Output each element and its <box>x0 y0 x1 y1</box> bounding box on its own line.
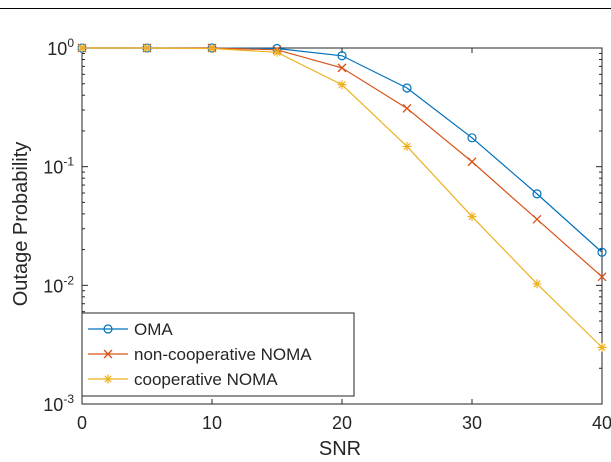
data-point <box>337 80 347 90</box>
legend-entry: non-cooperative NOMA <box>88 345 312 364</box>
data-point <box>597 272 607 282</box>
data-point <box>532 189 542 199</box>
data-point <box>467 133 477 143</box>
x-tick-label: 30 <box>462 413 482 433</box>
legend-marker <box>103 374 113 384</box>
data-point <box>337 63 347 73</box>
top-border-line <box>0 8 611 9</box>
data-point <box>402 83 412 93</box>
series-3 <box>77 43 607 352</box>
y-tick-label: 10-1 <box>43 155 74 178</box>
legend: OMA non-cooperative NOMA cooperative NOMA <box>81 312 355 397</box>
data-point <box>337 51 347 61</box>
data-point <box>532 279 542 289</box>
x-tick-label: 20 <box>332 413 352 433</box>
x-tick-label: 10 <box>202 413 222 433</box>
data-point <box>532 214 542 224</box>
data-point <box>142 43 152 53</box>
legend-label: OMA <box>134 320 173 339</box>
data-point <box>207 44 217 54</box>
legend-marker <box>103 324 113 334</box>
x-axis-label: SNR <box>319 438 361 460</box>
data-point <box>77 43 87 53</box>
data-point <box>402 103 412 113</box>
legend-entry: OMA <box>88 320 173 339</box>
y-tick-label: 100 <box>47 36 74 59</box>
data-point <box>467 212 477 222</box>
y-axis-ticks: 10-3 10-2 10-1 100 <box>43 36 602 415</box>
series-layer <box>77 43 607 352</box>
x-tick-label: 40 <box>592 413 611 433</box>
legend-marker <box>103 349 113 359</box>
y-tick-label: 10-2 <box>43 273 74 296</box>
data-point <box>597 342 607 352</box>
legend-entry: cooperative NOMA <box>88 370 278 389</box>
data-point <box>467 157 477 167</box>
x-tick-label: 0 <box>77 413 87 433</box>
y-tick-label: 10-3 <box>43 392 74 415</box>
legend-label: cooperative NOMA <box>134 370 278 389</box>
data-point <box>272 47 282 57</box>
data-point <box>402 141 412 151</box>
y-axis-label: Outage Probability <box>10 142 32 307</box>
data-point <box>597 247 607 257</box>
legend-label: non-cooperative NOMA <box>134 345 312 364</box>
